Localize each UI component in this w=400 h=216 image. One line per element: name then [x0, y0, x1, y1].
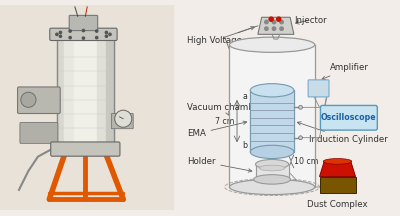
Ellipse shape — [250, 145, 294, 159]
Ellipse shape — [230, 179, 315, 195]
Ellipse shape — [323, 159, 352, 164]
Circle shape — [299, 136, 302, 140]
FancyBboxPatch shape — [308, 80, 329, 97]
Bar — [74, 39, 97, 143]
Circle shape — [56, 33, 58, 35]
Circle shape — [82, 29, 84, 32]
Circle shape — [265, 27, 268, 30]
Polygon shape — [258, 17, 294, 34]
Text: Amplifier: Amplifier — [322, 63, 369, 79]
Text: Holder: Holder — [187, 157, 252, 172]
Circle shape — [21, 92, 36, 107]
FancyBboxPatch shape — [20, 122, 58, 143]
Circle shape — [109, 33, 111, 35]
Circle shape — [277, 17, 281, 21]
Bar — [250, 90, 294, 152]
Bar — [230, 45, 315, 187]
Circle shape — [82, 37, 84, 39]
Circle shape — [272, 27, 276, 30]
Bar — [0, 5, 172, 210]
Text: EMA: EMA — [187, 121, 247, 138]
Text: b: b — [242, 141, 248, 150]
Ellipse shape — [256, 159, 289, 169]
Text: 7 cm: 7 cm — [215, 117, 234, 125]
Text: Vacuum chamber: Vacuum chamber — [187, 103, 262, 115]
Text: Oscilloscope: Oscilloscope — [321, 113, 377, 122]
Bar — [64, 39, 74, 143]
Circle shape — [105, 35, 108, 37]
FancyBboxPatch shape — [51, 142, 120, 156]
Text: Dust Complex: Dust Complex — [307, 200, 368, 209]
FancyBboxPatch shape — [50, 28, 117, 41]
Bar — [106, 39, 114, 143]
Polygon shape — [320, 161, 356, 176]
Bar — [97, 39, 106, 143]
Ellipse shape — [230, 37, 315, 52]
Polygon shape — [320, 176, 356, 193]
Ellipse shape — [250, 84, 294, 97]
Circle shape — [69, 30, 71, 32]
Text: Induction Cylinder: Induction Cylinder — [298, 122, 388, 144]
Circle shape — [280, 20, 283, 24]
Ellipse shape — [254, 175, 290, 184]
Bar — [57, 39, 114, 143]
Circle shape — [269, 17, 273, 21]
Circle shape — [272, 20, 276, 24]
Circle shape — [59, 31, 62, 34]
Bar — [57, 39, 64, 143]
Text: Injector: Injector — [294, 16, 326, 25]
Ellipse shape — [259, 165, 285, 171]
FancyBboxPatch shape — [320, 105, 377, 130]
FancyBboxPatch shape — [111, 114, 133, 129]
Circle shape — [299, 105, 302, 109]
Circle shape — [280, 27, 283, 30]
FancyBboxPatch shape — [18, 87, 60, 114]
Circle shape — [96, 37, 98, 39]
Circle shape — [265, 20, 268, 24]
Text: a: a — [242, 92, 248, 101]
FancyBboxPatch shape — [69, 15, 98, 30]
Circle shape — [105, 31, 108, 34]
Circle shape — [96, 30, 98, 32]
Circle shape — [69, 37, 71, 39]
Text: 10 cm: 10 cm — [294, 157, 318, 166]
Bar — [256, 164, 289, 179]
Circle shape — [115, 110, 132, 127]
Circle shape — [59, 35, 62, 37]
Text: High Voltage: High Voltage — [187, 27, 254, 46]
